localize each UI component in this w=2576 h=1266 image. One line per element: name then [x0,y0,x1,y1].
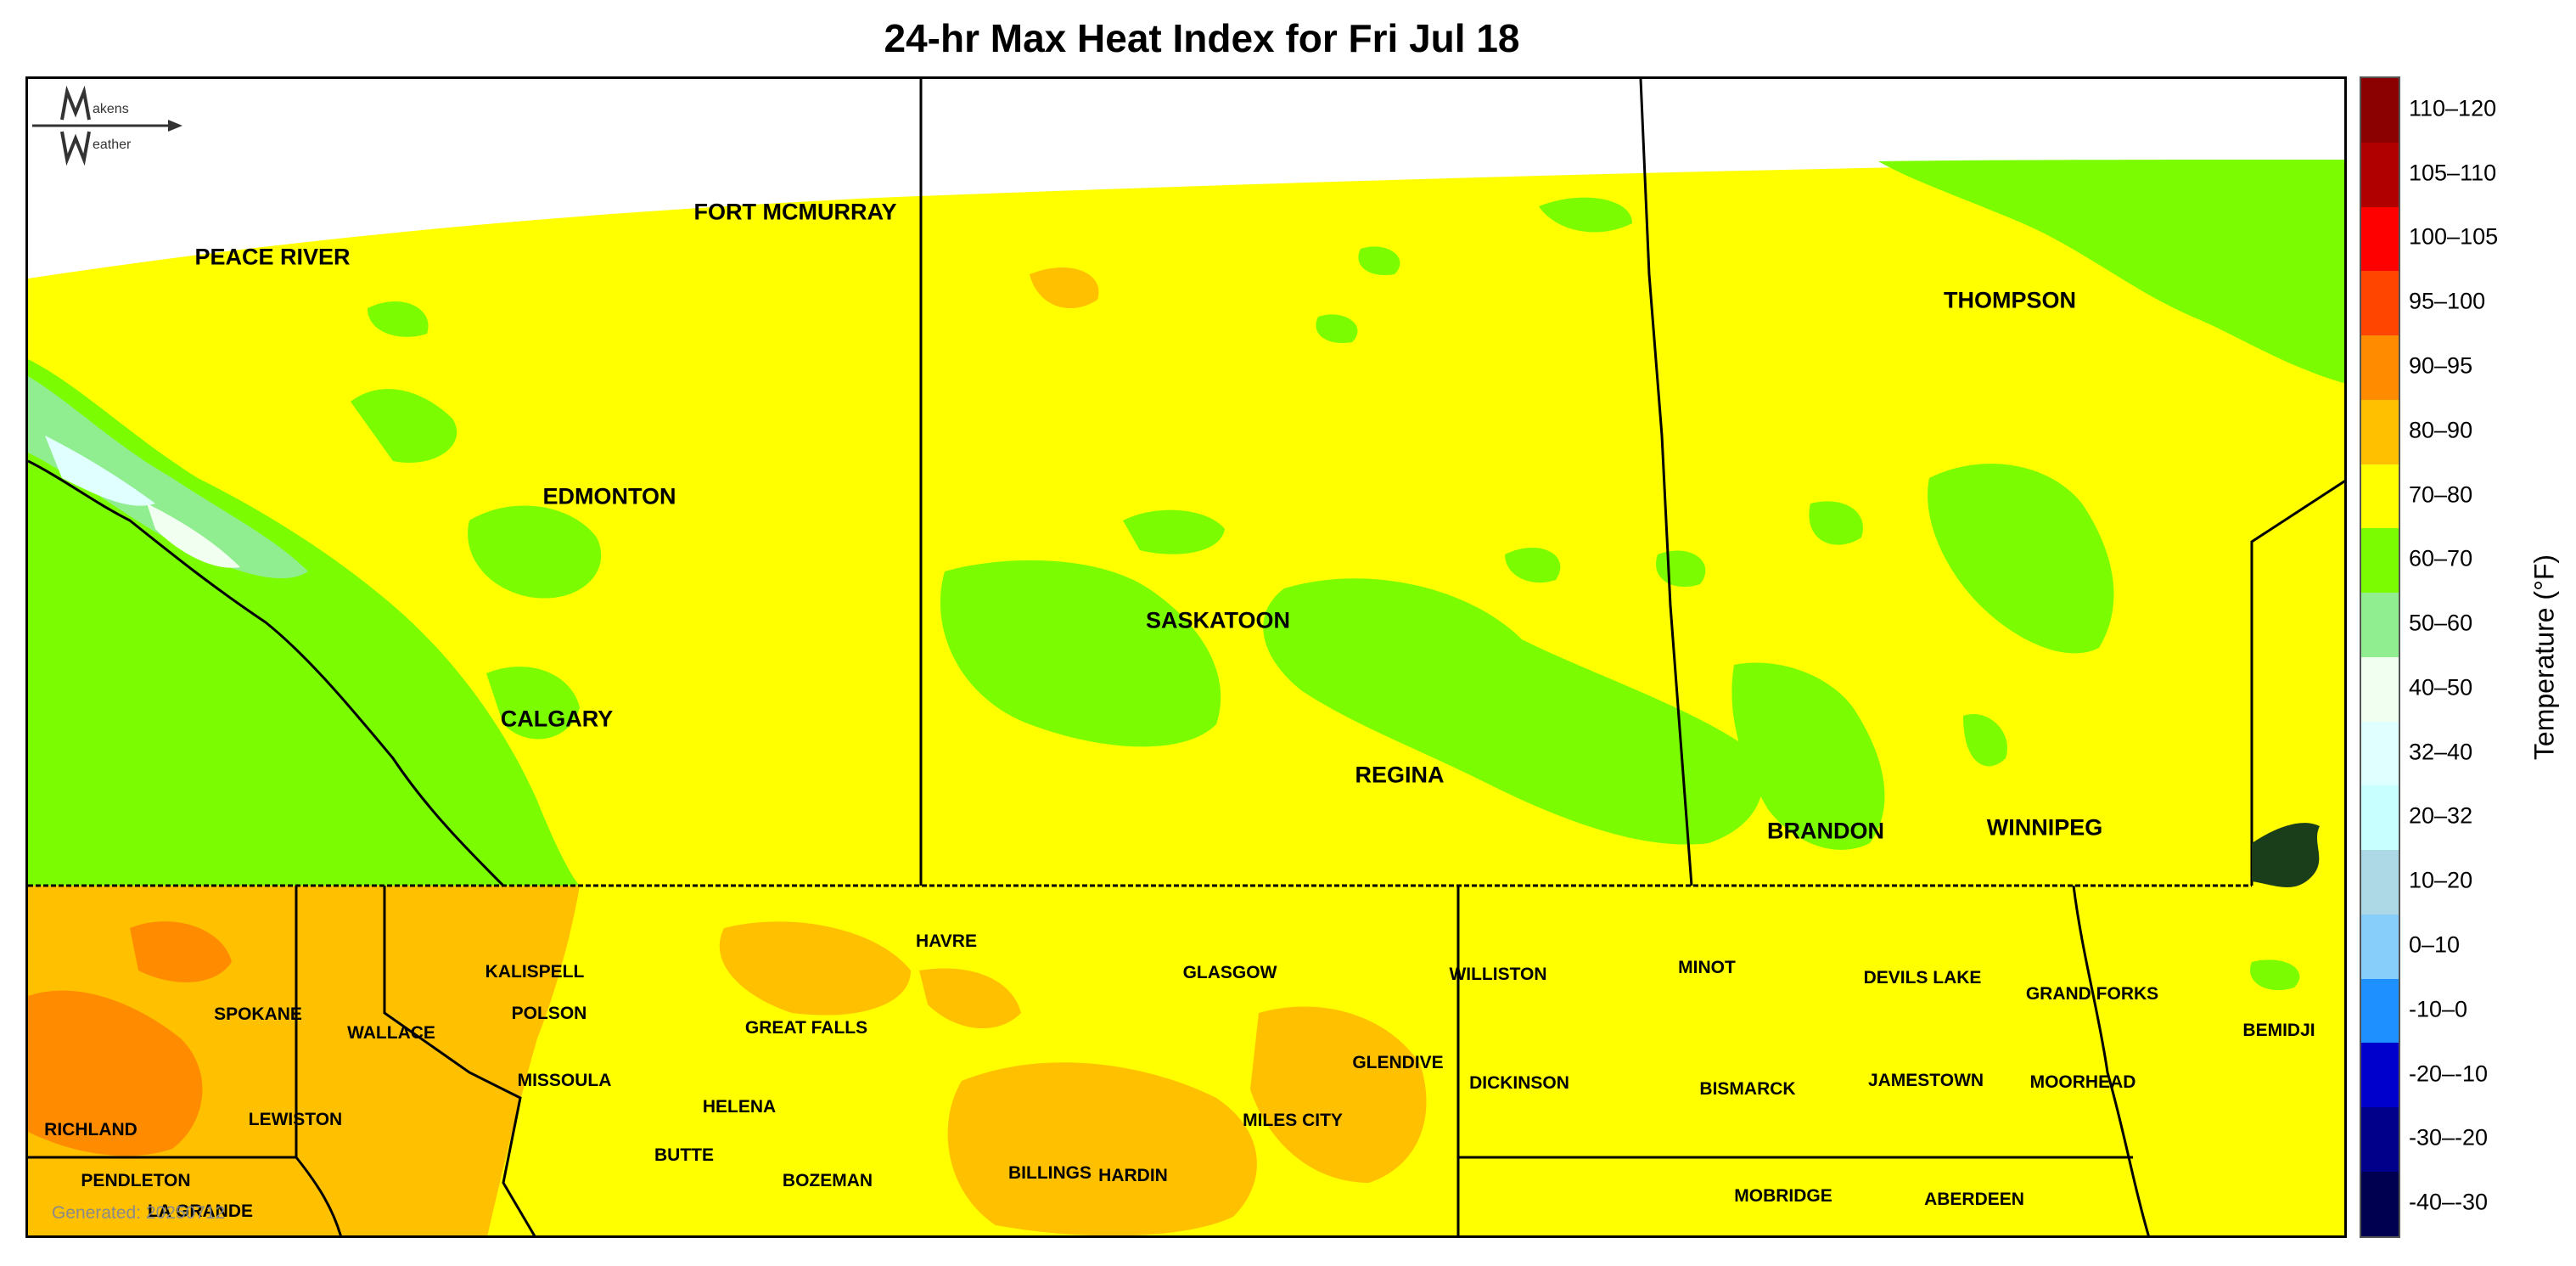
legend-label: 60–70 [2409,545,2473,571]
city-label-lewiston: LEWISTON [248,1110,343,1129]
map-canvas [28,79,2344,1235]
city-label-glasgow: GLASGOW [1182,963,1277,982]
legend-label: -30–-20 [2409,1124,2489,1151]
svg-text:eather: eather [93,138,132,152]
city-label-pendleton: PENDLETON [81,1171,191,1190]
city-label-polson: POLSON [511,1004,587,1023]
city-label-edmonton: EDMONTON [542,483,676,509]
city-label-moorhead: MOORHEAD [2029,1072,2136,1092]
city-label-williston: WILLISTON [1449,965,1547,984]
legend-label: -20–-10 [2409,1061,2489,1087]
city-label-billings: BILLINGS [1008,1163,1092,1183]
city-label-bozeman: BOZEMAN [782,1171,873,1190]
city-label-winnipeg: WINNIPEG [1986,814,2103,841]
city-label-jamestown: JAMESTOWN [1867,1071,1984,1090]
legend-label: -10–0 [2409,996,2468,1022]
city-label-great-falls: GREAT FALLS [744,1018,868,1038]
legend-label: 32–40 [2409,739,2473,765]
makens-weather-logo: akens eather [32,85,182,166]
lake-of-the-woods [2252,823,2320,887]
legend-swatch [2361,1107,2399,1173]
legend-swatch [2361,271,2399,336]
legend-swatch [2361,1043,2399,1108]
city-label-wallace: WALLACE [347,1023,435,1043]
city-label-helena: HELENA [702,1097,777,1117]
legend-label: 50–60 [2409,610,2473,636]
city-label-hardin: HARDIN [1098,1166,1168,1185]
legend-swatch [2361,464,2399,529]
legend-label: 20–32 [2409,802,2473,829]
city-label-butte: BUTTE [654,1145,714,1165]
legend-swatch [2361,1172,2399,1236]
heat-60-70-regions [28,160,2344,991]
city-label-fort-mcmurray: FORT MCMURRAY [693,199,897,225]
color-legend-labels: 110–120 105–110 100–105 95–100 90–95 80–90 70–… [2409,76,2536,1238]
legend-swatch [2361,399,2399,464]
legend-swatch [2361,206,2399,272]
map-title: 24-hr Max Heat Index for Fri Jul 18 [884,16,1520,60]
city-label-dickinson: DICKINSON [1469,1073,1569,1093]
legend-swatch [2361,78,2399,143]
legend-label: -40–-30 [2409,1189,2489,1215]
city-label-missoula: MISSOULA [517,1071,612,1090]
city-label-aberdeen: ABERDEEN [1924,1190,2024,1209]
city-label-saskatoon: SASKATOON [1145,607,1291,633]
city-label-la-grande: LA GRANDE [147,1201,254,1221]
svg-text:akens: akens [93,102,129,116]
legend-swatch [2361,978,2399,1044]
legend-swatch [2361,656,2399,722]
legend-swatch [2361,721,2399,786]
city-label-thompson: THOMPSON [1943,287,2077,313]
city-label-peace-river: PEACE RIVER [194,244,351,270]
legend-swatch [2361,528,2399,594]
legend-label: 80–90 [2409,417,2473,443]
city-label-mobridge: MOBRIDGE [1734,1186,1832,1206]
city-label-bismarck: BISMARCK [1699,1079,1796,1099]
legend-swatch [2361,593,2399,657]
city-label-kalispell: KALISPELL [485,962,585,982]
city-label-grand-forks: GRAND FORKS [2025,984,2159,1004]
city-label-minot: MINOT [1678,958,1736,977]
generated-timestamp: Generated: 20250712 [52,1203,226,1223]
city-label-glendive: GLENDIVE [1352,1053,1444,1072]
legend-title: Temperature (°F) [2528,554,2560,761]
legend-swatch [2361,142,2399,207]
city-label-calgary: CALGARY [500,706,614,732]
legend-swatch [2361,785,2399,851]
legend-swatch [2361,914,2399,979]
legend-swatch [2361,335,2399,400]
heat-90-95-regions [28,921,232,1156]
legend-label: 100–105 [2409,223,2499,250]
color-legend-bar [2360,76,2400,1238]
legend-label: 110–120 [2409,95,2497,121]
legend-label: 0–10 [2409,931,2461,958]
legend-label: 40–50 [2409,674,2473,701]
legend-label: 70–80 [2409,481,2473,508]
city-label-havre: HAVRE [916,931,977,951]
city-label-bemidji: BEMIDJI [2242,1021,2315,1040]
legend-label: 10–20 [2409,867,2473,893]
heat-index-map: PEACE RIVER FORT MCMURRAY THOMPSON EDMON… [25,76,2347,1238]
city-label-devils-lake: DEVILS LAKE [1863,968,1982,987]
city-label-regina: REGINA [1355,762,1445,788]
city-label-richland: RICHLAND [44,1120,137,1139]
heat-40-60-regions [28,376,308,579]
city-label-spokane: SPOKANE [214,1004,302,1024]
legend-label: 90–95 [2409,352,2473,379]
city-label-brandon: BRANDON [1767,818,1884,844]
no-data-region [28,79,2344,279]
city-label-miles-city: MILES CITY [1243,1111,1343,1130]
legend-label: 105–110 [2409,160,2497,186]
legend-swatch [2361,850,2399,914]
legend-label: 95–100 [2409,288,2486,314]
borders [28,79,2344,1235]
